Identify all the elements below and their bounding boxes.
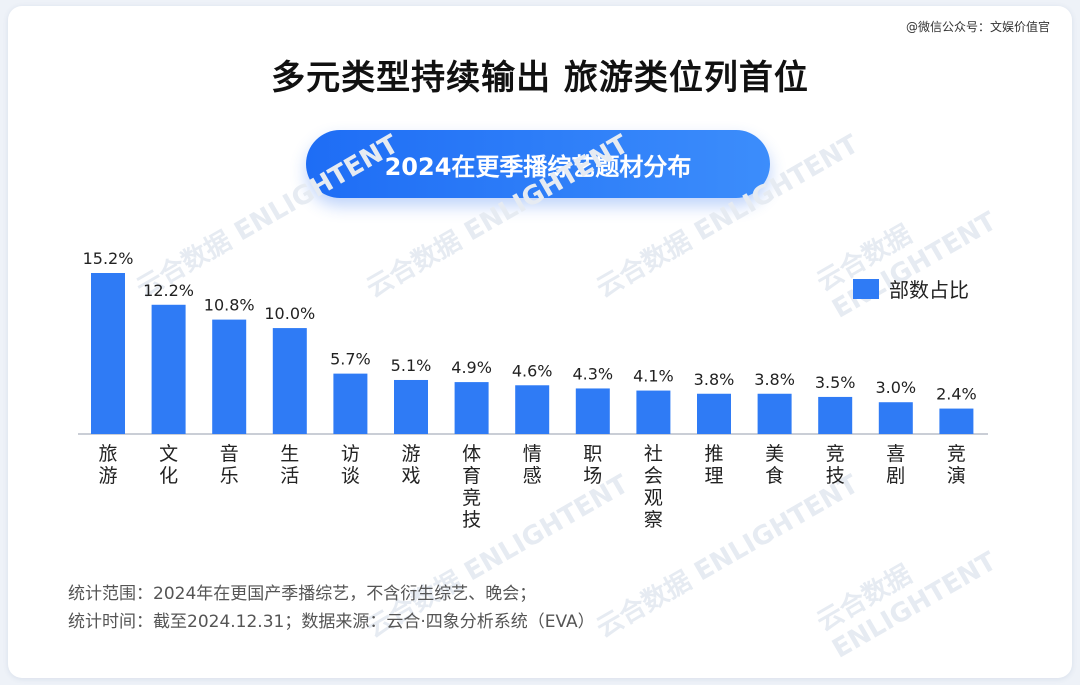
bar-4: [272, 328, 307, 434]
category-label: 情: [523, 443, 542, 465]
data-label: 4.9%: [451, 358, 492, 377]
bar-1: [91, 273, 125, 434]
data-label: 10.0%: [264, 304, 315, 323]
category-label: 体: [462, 443, 481, 465]
bar-7: [454, 382, 489, 434]
data-label: 3.0%: [875, 378, 916, 397]
category-label: 戏: [401, 465, 420, 487]
chart-title: 2024在更季播综艺题材分布: [384, 152, 692, 181]
footnote-scope: 统计范围：2024年在更国产季播综艺，不含衍生综艺、晚会；: [68, 584, 537, 604]
category-label: 美: [765, 443, 784, 465]
category-label: 喜: [886, 443, 905, 465]
source-watermark: @微信公众号：文娱价值官: [905, 20, 1050, 34]
category-label: 推: [704, 443, 723, 465]
bar-13: [818, 396, 853, 434]
category-label: 活: [280, 465, 299, 487]
bar-11: [697, 393, 731, 434]
bar-2: [151, 304, 186, 434]
category-label: 场: [583, 465, 602, 487]
page-title: 多元类型持续输出 旅游类位列首位: [271, 58, 809, 98]
data-label: 4.1%: [633, 367, 674, 386]
category-label: 乐: [220, 465, 239, 487]
bar-15: [939, 408, 974, 434]
chart-title-pill: 2024在更季播综艺题材分布: [306, 130, 770, 198]
footnote-time-source: 统计时间：截至2024.12.31；数据来源：云合·四象分析系统（EVA）: [68, 612, 595, 632]
chart-footnote: 统计范围：2024年在更国产季播综艺，不含衍生综艺、晚会； 统计时间：截至202…: [68, 580, 595, 636]
category-label: 演: [947, 465, 966, 487]
category-label: 竞: [947, 443, 966, 465]
bar-9: [575, 388, 610, 434]
category-label: 竞: [462, 487, 481, 509]
category-label: 察: [644, 509, 663, 531]
category-label: 游: [98, 465, 117, 487]
data-label: 10.8%: [204, 296, 255, 315]
data-label: 3.8%: [694, 370, 735, 389]
chart-legend: 部数占比: [853, 274, 969, 303]
data-label: 15.2%: [83, 249, 134, 268]
bar-8: [515, 385, 550, 434]
category-label: 会: [644, 465, 663, 487]
category-label: 食: [765, 465, 784, 487]
data-label: 3.5%: [815, 373, 856, 392]
category-label: 育: [462, 465, 481, 487]
bar-5: [333, 373, 368, 434]
bar-10: [636, 390, 671, 434]
legend-swatch: [853, 278, 879, 299]
category-label: 竞: [826, 443, 845, 465]
category-label: 文: [159, 443, 178, 465]
category-label: 社: [644, 443, 663, 465]
category-label: 生: [280, 443, 299, 465]
legend-label: 部数占比: [889, 278, 969, 302]
data-label: 12.2%: [143, 281, 194, 300]
category-label: 技: [462, 509, 481, 531]
category-label: 旅: [98, 443, 117, 465]
category-label: 感: [523, 465, 542, 487]
category-label: 观: [644, 487, 663, 509]
category-label: 化: [159, 465, 178, 487]
data-label: 5.7%: [330, 350, 371, 369]
bar-6: [394, 379, 428, 434]
bar-12: [757, 393, 792, 434]
category-label: 技: [826, 465, 845, 487]
category-label: 职: [583, 443, 602, 465]
category-label: 游: [401, 443, 420, 465]
category-label: 谈: [341, 465, 360, 487]
data-label: 4.6%: [512, 361, 553, 380]
data-label: 3.8%: [754, 370, 795, 389]
data-label: 4.3%: [572, 364, 613, 383]
category-label: 剧: [886, 465, 905, 487]
category-label: 音: [220, 443, 239, 465]
bar-14: [878, 402, 913, 434]
data-label: 5.1%: [391, 356, 432, 375]
category-label: 理: [704, 465, 723, 487]
bar-3: [212, 319, 247, 434]
data-label: 2.4%: [936, 385, 977, 404]
category-label: 访: [341, 443, 360, 465]
